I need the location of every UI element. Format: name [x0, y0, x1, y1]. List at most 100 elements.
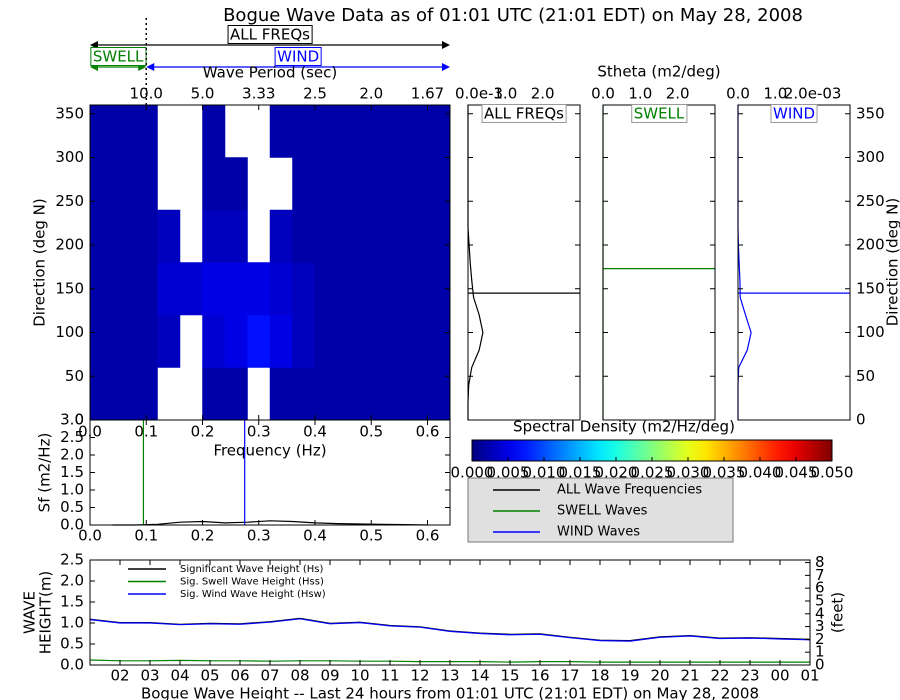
y-tick-label: 100	[55, 323, 84, 341]
legend-label: SWELL Waves	[557, 504, 648, 519]
x-tick-label: 1.0	[628, 85, 652, 103]
heatmap-cell	[359, 314, 383, 368]
top-tick-label: 10.0	[130, 85, 163, 103]
x-tick-label: 17	[560, 667, 579, 685]
heatmap-cell	[269, 262, 293, 316]
panel-label: SWELL	[634, 105, 685, 123]
x-tick-label: 0.4	[303, 527, 327, 545]
x-tick-label: 15	[500, 667, 519, 685]
x-tick-label: 02	[110, 667, 129, 685]
heatmap-cell	[202, 209, 226, 263]
band-label: ALL FREQs	[230, 26, 310, 44]
heatmap-cell	[112, 209, 136, 263]
heatmap-cell	[134, 367, 158, 421]
heatmap-cell	[89, 104, 113, 158]
heatmap-cell	[314, 157, 338, 211]
x-tick-label: 2.0e-03	[784, 85, 842, 103]
colorbar-tick-label: 0.000	[451, 464, 494, 482]
y2-axis-label: Direction (deg N)	[884, 198, 900, 327]
y2-tick-label: 0	[815, 656, 825, 674]
heatmap-cell	[202, 367, 226, 421]
legend-label: Significant Wave Height (Hs)	[180, 564, 323, 575]
heatmap-cell	[134, 209, 158, 263]
legend-label: WIND Waves	[557, 525, 640, 540]
x-tick-label: 23	[740, 667, 759, 685]
heatmap-cell	[427, 367, 451, 421]
heatmap-cell	[382, 104, 406, 158]
x-tick-label: 0.5	[359, 423, 383, 441]
heatmap-cell	[404, 367, 428, 421]
heatmap-cell	[292, 157, 316, 211]
y2-tick-label: 4	[815, 604, 825, 622]
heatmap-cell	[269, 314, 293, 368]
top-tick-label: 2.5	[303, 85, 327, 103]
y-tick-label: 300	[55, 148, 84, 166]
colorbar-tick-label: 0.005	[487, 464, 530, 482]
x-tick-label: 03	[140, 667, 159, 685]
heatmap-cell	[157, 209, 181, 263]
x-tick-label: 18	[590, 667, 609, 685]
heatmap-cell	[112, 367, 136, 421]
heatmap-cell	[247, 314, 271, 368]
heatmap-cell	[359, 104, 383, 158]
x-tick-label: 01	[800, 667, 819, 685]
x-tick-label: 1.0	[763, 85, 787, 103]
heatmap-cell	[224, 157, 248, 211]
y2-tick-label: 1	[815, 643, 825, 661]
y-tick-label: 2.0	[60, 446, 84, 464]
heatmap-cell	[112, 157, 136, 211]
y-tick-label: 2.5	[60, 428, 84, 446]
series-line	[112, 520, 428, 526]
y-tick-label: 50	[856, 367, 875, 385]
y-axis-label: WAVE	[21, 591, 39, 634]
y-tick-label: 200	[55, 236, 84, 254]
arrow-head	[442, 63, 450, 71]
y-tick-label: 50	[65, 367, 84, 385]
band-label-box	[90, 47, 147, 66]
y2-tick-label: 7	[815, 566, 825, 584]
y-tick-label: 0.0	[60, 656, 84, 674]
heatmap-cell	[224, 209, 248, 263]
y-tick-label: 1.5	[60, 463, 84, 481]
y-tick-label: 150	[856, 279, 885, 297]
legend-label: ALL Wave Frequencies	[557, 483, 702, 498]
heatmap-cell	[314, 262, 338, 316]
heatmap-cell	[404, 157, 428, 211]
heatmap-cell	[337, 104, 361, 158]
x-axis-label: Frequency (Hz)	[213, 442, 326, 460]
heatmap-cell	[134, 157, 158, 211]
x-tick-label: 09	[320, 667, 339, 685]
panel-label-box	[631, 104, 688, 123]
top-tick-label: 5.0	[191, 85, 215, 103]
y-tick-label: 2.0	[60, 572, 84, 590]
colorbar-tick-label: 0.050	[811, 464, 854, 482]
x-tick-label: 13	[440, 667, 459, 685]
y-tick-label: 250	[856, 192, 885, 210]
x-tick-label: 06	[230, 667, 249, 685]
x-tick-label: 11	[380, 667, 399, 685]
heatmap-cell	[427, 209, 451, 263]
heatmap-cell	[224, 262, 248, 316]
heatmap-cell	[427, 157, 451, 211]
x-tick-label: 1.0	[493, 85, 517, 103]
heatmap-cell	[314, 367, 338, 421]
y-tick-label: 350	[856, 104, 885, 122]
heatmap-cell	[89, 367, 113, 421]
colorbar-tick-label: 0.025	[631, 464, 674, 482]
heatmap-cell	[292, 262, 316, 316]
heatmap-cell	[337, 367, 361, 421]
heatmap-cell	[247, 262, 271, 316]
heatmap-cell	[382, 157, 406, 211]
x-tick-label: 0.0	[591, 85, 615, 103]
x-tick-label: 0.0e-3	[455, 85, 503, 103]
x-tick-label: 12	[410, 667, 429, 685]
y-tick-label: 250	[55, 192, 84, 210]
x-tick-label: 0.1	[134, 423, 158, 441]
x-tick-label: 0.5	[359, 527, 383, 545]
heatmap-cell	[89, 314, 113, 368]
heatmap-cell	[359, 262, 383, 316]
x-tick-label: 22	[710, 667, 729, 685]
heatmap-cell	[404, 314, 428, 368]
heatmap-cell	[157, 262, 181, 316]
